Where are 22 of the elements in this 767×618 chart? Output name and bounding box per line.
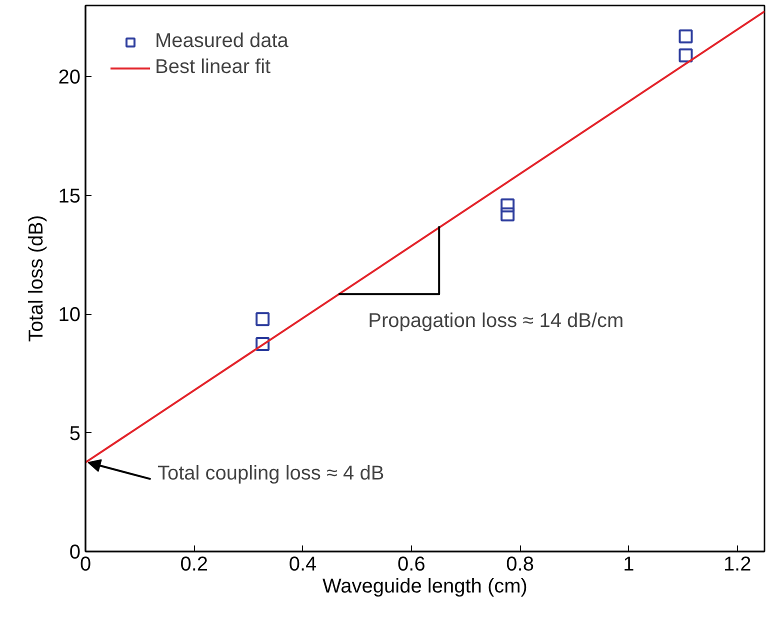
point	[256, 337, 270, 352]
x-tick-label: 1	[623, 554, 634, 576]
y-tick-label: 20	[58, 66, 81, 89]
x-tick-label: 0.6	[398, 554, 426, 576]
x-tick-label: 0.2	[180, 554, 208, 576]
point	[256, 312, 270, 326]
annotation: Total coupling loss ≈ 4 dB	[158, 462, 384, 484]
x-tick-label: 1.2	[723, 554, 752, 576]
y-tick-label: 10	[58, 304, 81, 326]
point	[678, 48, 693, 62]
x-axis-title: Waveguide length (cm)	[322, 576, 528, 598]
x-tick-label: 0.4	[288, 554, 317, 576]
x-tick-label: 0.8	[506, 554, 534, 576]
y-axis-title: Total loss (dB)	[25, 215, 48, 342]
y-tick-label: 5	[69, 422, 80, 445]
annotation: Propagation loss ≈ 14 dB/cm	[368, 310, 624, 332]
legend-label: Best linear fit	[155, 56, 271, 79]
point	[678, 29, 693, 44]
point	[500, 207, 515, 222]
point	[500, 198, 515, 212]
y-tick-label: 15	[58, 185, 81, 208]
legend-label: Measured data	[155, 30, 288, 53]
